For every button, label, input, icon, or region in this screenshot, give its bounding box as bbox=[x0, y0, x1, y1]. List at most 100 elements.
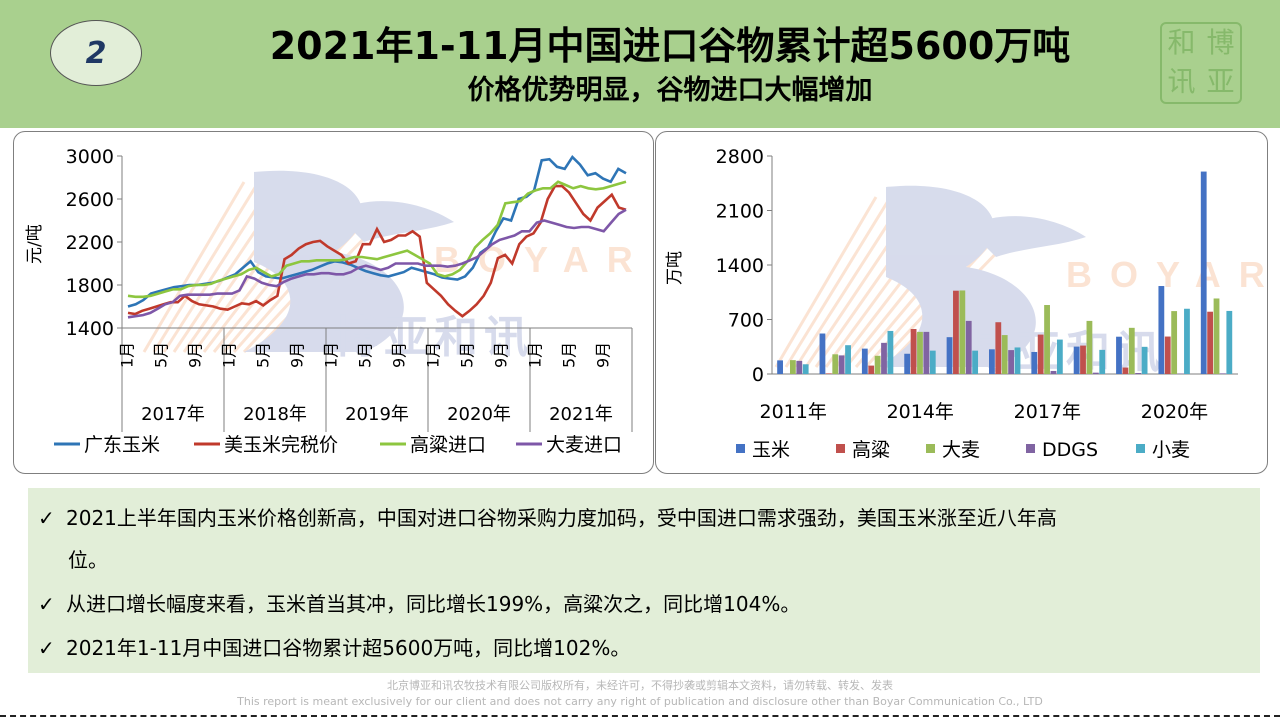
watermark-stripe bbox=[252, 224, 378, 354]
bar-玉米 bbox=[777, 360, 783, 374]
bar-大麦 bbox=[874, 355, 881, 374]
watermark-stripe bbox=[152, 185, 258, 353]
bar-玉米 bbox=[946, 337, 953, 374]
bar-小麦 bbox=[887, 330, 894, 374]
watermark-en: BOYAR bbox=[1066, 254, 1268, 295]
bar-DDGS bbox=[838, 355, 845, 374]
year-label: 2020年 bbox=[447, 404, 511, 425]
legend-label: 玉米 bbox=[752, 439, 790, 461]
bar-高粱 bbox=[1164, 336, 1171, 374]
watermark-stripe bbox=[814, 212, 926, 368]
bar-小麦 bbox=[1099, 349, 1106, 374]
month-tick-label: 5月 bbox=[559, 342, 578, 368]
bar-玉米 bbox=[1158, 286, 1165, 374]
legend-label: 大麦进口 bbox=[546, 434, 622, 456]
page-title: 2021年1-11月中国进口谷物累计超5600万吨 bbox=[269, 24, 1071, 68]
bar-高粱 bbox=[995, 322, 1002, 374]
legend-label: 小麦 bbox=[1152, 439, 1190, 461]
bar-高粱 bbox=[1207, 311, 1214, 374]
y-tick-label: 0 bbox=[752, 364, 764, 386]
boyar-seal-logo: 和 博 讯 亚 bbox=[1160, 22, 1242, 104]
month-tick-label: 1月 bbox=[219, 342, 238, 368]
month-tick-label: 1月 bbox=[117, 342, 136, 368]
y-tick-label: 3000 bbox=[66, 146, 114, 168]
watermark-stripe bbox=[242, 220, 366, 354]
price-chart-panel: BOYAR 博亚和讯 3000 2600 2200 1800 1400 元/吨 2017年 1月 5… bbox=[13, 131, 654, 474]
page-number-badge: 2 bbox=[50, 20, 142, 86]
bar-小麦 bbox=[802, 364, 809, 374]
y-tick-label: 1400 bbox=[66, 318, 114, 340]
bar-小麦 bbox=[929, 350, 936, 374]
bar-小麦 bbox=[1184, 308, 1190, 374]
bar-高粱 bbox=[953, 290, 959, 374]
copyright-cn: 北京博亚和讯农牧技术有限公司版权所有，未经许可，不得抄袭或剪辑本文资料，请勿转载… bbox=[387, 679, 893, 692]
watermark-stripe bbox=[874, 235, 998, 369]
watermark-stripe bbox=[162, 189, 270, 353]
check-icon: ✓ bbox=[38, 506, 55, 530]
bar-小麦 bbox=[1056, 339, 1063, 374]
watermark-bird-head bbox=[966, 216, 1086, 257]
watermark-stripe bbox=[884, 239, 1010, 369]
bar-小麦 bbox=[1141, 346, 1148, 374]
month-tick-label: 5月 bbox=[151, 342, 170, 368]
month-tick-label: 9月 bbox=[185, 342, 204, 368]
y-axis-title: 元/吨 bbox=[25, 224, 45, 264]
bar-DDGS bbox=[1050, 370, 1057, 374]
bar-高粱 bbox=[868, 365, 875, 374]
legend-label: 高粱进口 bbox=[410, 434, 486, 456]
legend-swatch bbox=[1026, 444, 1035, 453]
watermark-stripe bbox=[824, 216, 938, 368]
bar-玉米 bbox=[819, 333, 826, 374]
x-tick-label: 2017年 bbox=[1014, 401, 1081, 423]
bullet-item: ✓ 从进口增长幅度来看，玉米首当其冲，同比增长199%，高粱次之，同比增104%。 bbox=[38, 590, 800, 618]
bar-大麦 bbox=[1001, 335, 1008, 374]
y-tick-label: 700 bbox=[728, 310, 764, 332]
bar-DDGS bbox=[1220, 373, 1226, 374]
bar-大麦 bbox=[1213, 298, 1220, 374]
bar-大麦 bbox=[917, 331, 923, 374]
y-tick-label: 2600 bbox=[66, 189, 114, 211]
watermark-bird-shape bbox=[876, 185, 1036, 367]
month-tick-label: 9月 bbox=[287, 342, 306, 368]
bar-大麦 bbox=[1171, 311, 1178, 374]
summary-bullets: ✓ 2021上半年国内玉米价格创新高，中国对进口谷物采购力度加码，受中国进口需求强… bbox=[28, 488, 1260, 673]
bar-高粱 bbox=[825, 373, 832, 374]
month-tick-label: 1月 bbox=[423, 342, 442, 368]
bullet-text-continued: 位。 bbox=[68, 548, 108, 572]
bar-小麦 bbox=[1014, 347, 1021, 374]
y-tick-label: 2800 bbox=[716, 146, 764, 168]
bar-DDGS bbox=[796, 360, 803, 374]
bar-高粱 bbox=[910, 328, 917, 374]
watermark-stripe bbox=[774, 196, 878, 368]
month-tick-label: 1月 bbox=[321, 342, 340, 368]
year-label: 2018年 bbox=[243, 404, 307, 425]
month-tick-label: 9月 bbox=[389, 342, 408, 368]
watermark-stripe bbox=[844, 224, 962, 368]
header-bar: 2 2021年1-11月中国进口谷物累计超5600万吨 价格优势明显，谷物进口大… bbox=[0, 0, 1280, 128]
bar-高粱 bbox=[1080, 345, 1086, 374]
bar-DDGS bbox=[1092, 372, 1099, 374]
watermark-stripe bbox=[142, 181, 246, 353]
bar-高粱 bbox=[1037, 334, 1044, 374]
y-tick-label: 2100 bbox=[716, 201, 764, 223]
x-tick-label: 2014年 bbox=[887, 401, 954, 423]
series-line-4 bbox=[127, 208, 627, 319]
watermark-stripe bbox=[794, 204, 902, 368]
seal-char: 讯 bbox=[1167, 65, 1196, 98]
legend-label: 广东玉米 bbox=[84, 434, 160, 456]
month-tick-label: 5月 bbox=[253, 342, 272, 368]
y-axis-title: 万吨 bbox=[665, 251, 685, 285]
legend-label: 美玉米完税价 bbox=[224, 434, 338, 456]
month-tick-label: 5月 bbox=[457, 342, 476, 368]
bar-大麦 bbox=[959, 290, 966, 374]
bar-小麦 bbox=[1226, 310, 1233, 374]
watermark-cn: 博亚和讯 bbox=[334, 312, 534, 363]
bar-玉米 bbox=[1200, 171, 1207, 374]
bar-玉米 bbox=[1116, 336, 1122, 374]
copyright-footer: 北京博亚和讯农牧技术有限公司版权所有，未经许可，不得抄袭或剪辑本文资料，请勿转载… bbox=[0, 678, 1280, 710]
footer-divider bbox=[0, 715, 1280, 717]
bar-大麦 bbox=[789, 360, 796, 374]
y-tick-label: 2200 bbox=[66, 232, 114, 254]
month-tick-label: 1月 bbox=[525, 342, 544, 368]
